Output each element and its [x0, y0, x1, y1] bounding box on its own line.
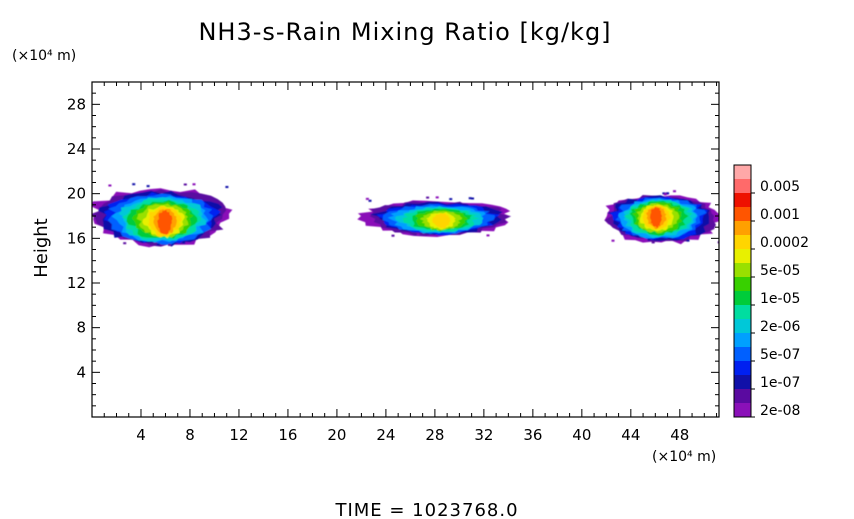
data-layer — [92, 183, 719, 248]
cloud-speckle — [471, 197, 474, 200]
cloud-speckle — [426, 196, 430, 199]
colorbar-label: 5e-07 — [760, 347, 800, 363]
cloud-speckle — [192, 183, 196, 186]
y-tick-label: 24 — [67, 140, 86, 158]
x-tick-label: 48 — [670, 426, 689, 444]
colorbar-swatch — [734, 305, 751, 320]
cloud-speckle — [686, 239, 690, 242]
x-tick-label: 24 — [376, 426, 395, 444]
colorbar-label: 2e-08 — [760, 403, 800, 419]
x-tick-label: 28 — [425, 426, 444, 444]
colorbar-frame — [733, 164, 752, 418]
y-axis-label: Height — [31, 218, 52, 278]
colorbar-swatch — [734, 361, 751, 376]
x-tick-label: 36 — [523, 426, 542, 444]
cloud-speckle — [673, 190, 676, 193]
time-label: TIME = 1023768.0 — [334, 500, 518, 519]
x-tick-label: 16 — [278, 426, 297, 444]
colorbar-swatch — [734, 277, 751, 292]
colorbar-label: 5e-05 — [760, 263, 800, 279]
cloud-speckle — [416, 233, 420, 236]
cloud-speckle — [108, 184, 112, 187]
colorbar-swatch — [734, 221, 751, 236]
cloud-speckle — [647, 238, 651, 241]
y-tick-label: 4 — [76, 363, 86, 381]
colorbar-swatch — [734, 249, 751, 264]
colorbar-swatch — [734, 263, 751, 278]
cloud-speckle — [435, 196, 439, 199]
cloud-speckle — [182, 241, 186, 244]
cloud-band — [157, 209, 173, 235]
cloud-speckle — [611, 239, 615, 242]
cloud-region — [92, 183, 233, 248]
cloud-speckle — [468, 197, 472, 200]
plot-frame — [91, 81, 720, 418]
colorbar-swatch — [734, 389, 751, 404]
colorbar-label: 0.001 — [760, 207, 800, 223]
cloud-speckle — [132, 183, 136, 186]
cloud-speckle — [449, 198, 453, 201]
y-tick-label: 12 — [67, 274, 86, 292]
colorbar-swatch — [734, 207, 751, 222]
colorbar-label: 0.0002 — [760, 235, 809, 251]
x-unit-label: (×10⁴ m) — [652, 449, 716, 465]
y-tick-label: 8 — [76, 319, 86, 337]
colorbar-swatch — [734, 333, 751, 348]
colorbar-swatch — [734, 319, 751, 334]
cloud-band — [649, 207, 663, 228]
y-unit-label: (×10⁴ m) — [12, 48, 76, 64]
chart-title: NH3-s-Rain Mixing Ratio [kg/kg] — [198, 18, 611, 46]
colorbar-label: 1e-07 — [760, 375, 800, 391]
cloud-speckle — [225, 186, 229, 188]
cloud-speckle — [663, 193, 667, 196]
colorbar-swatch — [734, 235, 751, 250]
x-tick-label: 40 — [572, 426, 591, 444]
colorbar-swatch — [734, 193, 751, 208]
cloud-speckle — [365, 197, 369, 200]
cloud-region — [604, 190, 719, 245]
colorbar-swatch — [734, 291, 751, 306]
cloud-speckle — [146, 185, 150, 188]
cloud-speckle — [123, 242, 127, 245]
cloud-speckle — [717, 241, 719, 244]
colorbar-label: 2e-06 — [760, 319, 800, 335]
x-tick-label: 12 — [229, 426, 248, 444]
cloud-speckle — [486, 234, 490, 237]
cloud-speckle — [183, 183, 187, 186]
cloud-band — [432, 213, 451, 229]
y-tick-label: 28 — [67, 95, 86, 113]
x-tick-label: 4 — [136, 426, 146, 444]
colorbar-label: 0.005 — [760, 179, 800, 195]
y-tick-label: 20 — [67, 185, 86, 203]
cloud-speckle — [368, 199, 372, 202]
colorbar-label: 1e-05 — [760, 291, 800, 307]
cloud-speckle — [156, 243, 160, 246]
cloud-speckle — [651, 241, 655, 244]
colorbar-swatch — [734, 165, 751, 180]
cloud-speckle — [391, 234, 395, 237]
cloud-speckle — [168, 243, 171, 246]
cloud-speckle — [666, 192, 670, 195]
colorbar-swatch — [734, 347, 751, 362]
x-tick-label: 44 — [621, 426, 640, 444]
x-tick-label: 20 — [327, 426, 346, 444]
colorbar-swatch — [734, 403, 751, 418]
cloud-region — [357, 196, 512, 237]
x-tick-label: 8 — [185, 426, 195, 444]
colorbar-swatch — [734, 375, 751, 390]
x-tick-label: 32 — [474, 426, 493, 444]
y-tick-label: 16 — [67, 229, 86, 247]
colorbar: 0.005 0.001 0.0002 5e-05 1e-05 2e-06 5e-07 1e-0… — [733, 164, 809, 419]
colorbar-swatch — [734, 179, 751, 194]
